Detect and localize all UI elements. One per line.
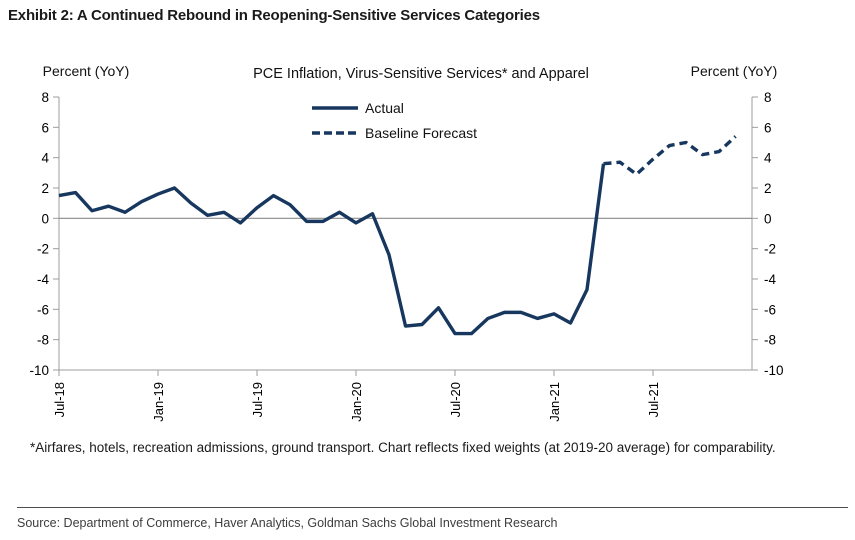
x-tick-label: Jan-19 (151, 382, 166, 422)
x-tick-label: Jul-21 (646, 382, 661, 417)
y-tick-label-right: -8 (764, 333, 776, 348)
y-tick-label-right: -2 (764, 242, 776, 257)
y-tick-label-left: 2 (41, 181, 49, 196)
x-tick-label: Jan-21 (547, 382, 562, 422)
solid-line-swatch-icon (312, 104, 358, 112)
x-tick-label: Jul-18 (52, 382, 67, 417)
y-tick-label-left: 4 (41, 151, 49, 166)
y-tick-label-right: 6 (764, 120, 772, 135)
divider-rule (17, 507, 848, 508)
y-tick-label-right: -6 (764, 302, 776, 317)
y-tick-label-left: -4 (37, 272, 49, 287)
y-tick-label-left: -6 (37, 302, 49, 317)
series-line-baseline-forecast (603, 135, 737, 177)
y-tick-label-right: 2 (764, 181, 772, 196)
chart-footnote: *Airfares, hotels, recreation admissions… (30, 440, 776, 455)
y-tick-label-right: 4 (764, 151, 772, 166)
y-tick-label-left: -10 (29, 363, 49, 378)
legend-item-baseline-forecast: Baseline Forecast (312, 120, 477, 145)
y-tick-label-left: -2 (37, 242, 49, 257)
series-line-actual (58, 163, 606, 336)
chart-legend: Actual Baseline Forecast (312, 95, 477, 145)
y-tick-label-left: 6 (41, 120, 49, 135)
right-axis-title: Percent (YoY) (690, 63, 778, 79)
y-tick-label-right: -4 (764, 272, 776, 287)
exhibit-title: Exhibit 2: A Continued Rebound in Reopen… (8, 7, 540, 24)
y-tick-label-left: 8 (41, 90, 49, 105)
source-line: Source: Department of Commerce, Haver An… (17, 516, 558, 530)
x-tick-label: Jan-20 (349, 382, 364, 422)
legend-item-actual: Actual (312, 95, 477, 120)
dashed-line-swatch-icon (312, 129, 358, 137)
y-tick-label-right: 0 (764, 211, 772, 226)
legend-label-baseline-forecast: Baseline Forecast (365, 124, 478, 141)
x-tick-label: Jul-20 (448, 382, 463, 417)
x-tick-label: Jul-19 (250, 382, 265, 417)
y-tick-label-right: -10 (764, 363, 784, 378)
y-tick-label-right: 8 (764, 90, 772, 105)
left-axis-title: Percent (YoY) (42, 63, 130, 79)
y-tick-label-left: 0 (41, 211, 49, 226)
chart-title: PCE Inflation, Virus-Sensitive Services*… (253, 66, 589, 82)
legend-label-actual: Actual (365, 99, 404, 116)
y-tick-label-left: -8 (37, 333, 49, 348)
